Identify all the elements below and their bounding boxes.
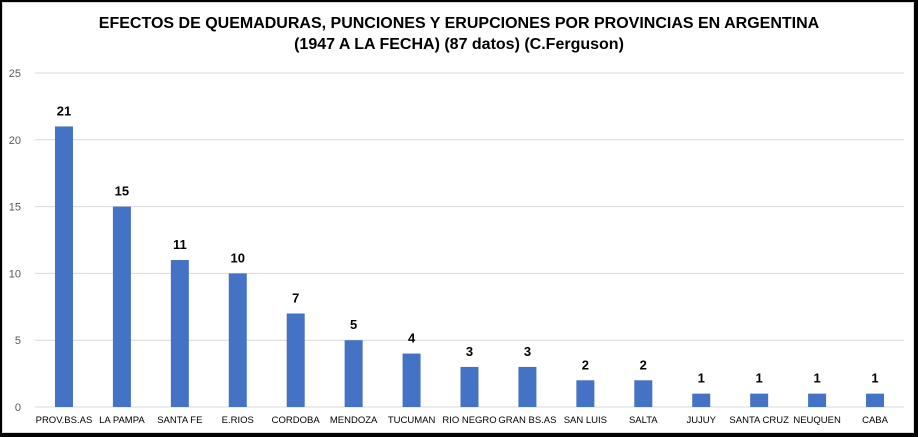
data-label: 2 (582, 357, 589, 372)
bar (170, 260, 189, 407)
y-tick-label: 0 (15, 402, 21, 414)
data-label: 15 (115, 184, 129, 199)
data-label: 5 (350, 317, 357, 332)
data-label: 21 (57, 103, 71, 118)
bar (286, 313, 305, 407)
x-tick-label: PROV.BS.AS (36, 415, 93, 426)
bar (112, 206, 131, 407)
x-tick-label: MENDOZA (330, 415, 378, 426)
bar (460, 366, 479, 407)
bar (402, 353, 421, 407)
x-tick-label: LA PAMPA (99, 415, 145, 426)
bar (576, 380, 595, 407)
bar (344, 340, 363, 407)
x-tick-label: SAN LUIS (564, 415, 607, 426)
x-tick-label: SANTA CRUZ (729, 415, 789, 426)
x-tick-label: TUCUMAN (388, 415, 436, 426)
x-tick-label: SANTA FE (157, 415, 202, 426)
chart-title-line-2: (1947 A LA FECHA) (87 datos) (C.Ferguson… (294, 36, 624, 53)
x-tick-label: SALTA (629, 415, 658, 426)
x-tick-label: GRAN BS.AS (498, 415, 556, 426)
x-tick-label: NEUQUEN (793, 415, 841, 426)
bar (866, 393, 885, 407)
bar (54, 126, 73, 407)
bar (634, 380, 653, 407)
bar (808, 393, 827, 407)
data-label: 4 (408, 331, 416, 346)
chart-title: EFECTOS DE QUEMADURAS, PUNCIONES Y ERUPC… (3, 13, 915, 55)
y-tick-label: 20 (9, 135, 21, 147)
y-tick-label: 5 (15, 335, 21, 347)
y-tick-label: 25 (9, 68, 21, 80)
y-tick-label: 10 (9, 268, 21, 280)
data-label: 11 (173, 237, 187, 252)
data-label: 1 (871, 371, 878, 386)
data-label: 2 (640, 357, 647, 372)
bar (228, 273, 247, 407)
data-label: 7 (292, 290, 299, 305)
x-tick-label: E.RIOS (222, 415, 254, 426)
bar (518, 366, 537, 407)
data-label: 3 (524, 344, 531, 359)
chart-frame: EFECTOS DE QUEMADURAS, PUNCIONES Y ERUPC… (2, 2, 914, 433)
data-label: 1 (813, 371, 820, 386)
chart-title-line-1: EFECTOS DE QUEMADURAS, PUNCIONES Y ERUPC… (98, 15, 820, 32)
x-tick-label: CABA (862, 415, 889, 426)
data-label: 10 (231, 250, 245, 265)
data-label: 3 (466, 344, 473, 359)
x-tick-label: RIO NEGRO (442, 415, 496, 426)
x-tick-label: CORDOBA (272, 415, 321, 426)
x-tick-label: JUJUY (686, 415, 716, 426)
y-tick-label: 15 (9, 202, 21, 214)
bar (750, 393, 769, 407)
data-label: 1 (756, 371, 763, 386)
data-label: 1 (698, 371, 705, 386)
bar (692, 393, 711, 407)
